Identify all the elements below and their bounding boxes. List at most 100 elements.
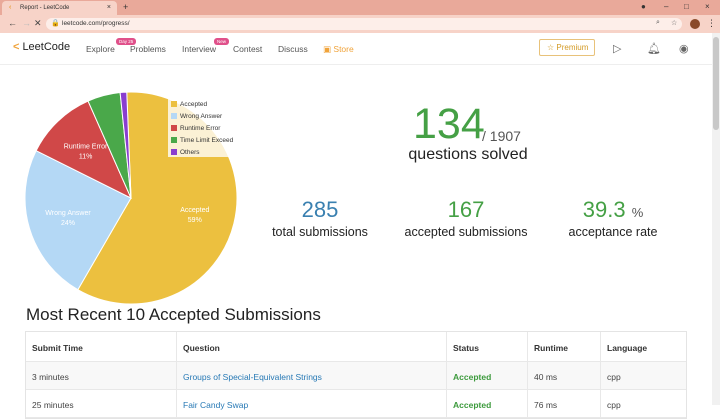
forward-icon[interactable]: →: [22, 18, 31, 28]
recent-submissions-title: Most Recent 10 Accepted Submissions: [26, 305, 321, 324]
browser-tab[interactable]: ‹ Report - LeetCode ×: [2, 1, 117, 15]
pie-slice-label: Runtime Error: [64, 144, 108, 151]
close-window-icon[interactable]: ×: [705, 2, 710, 11]
user-account-icon[interactable]: ◉: [679, 43, 689, 55]
store-icon: ▣: [323, 44, 332, 54]
record-icon[interactable]: ●: [641, 2, 646, 11]
nav-store[interactable]: ▣ Store: [323, 44, 354, 55]
legend-label: Others: [180, 149, 200, 156]
kebab-icon[interactable]: ⋮: [707, 18, 716, 28]
url-text: leetcode.com/progress/: [62, 20, 130, 27]
nav-contest[interactable]: Contest: [233, 44, 263, 54]
column-header[interactable]: Submit Time: [26, 332, 177, 361]
legend-label: Runtime Error: [180, 125, 221, 132]
legend-swatch: [171, 137, 177, 143]
table-header-row: Submit Time Question Status Runtime Lang…: [26, 332, 686, 362]
legend-swatch: [171, 101, 177, 107]
pie-slice-label: Wrong Answer: [45, 210, 91, 217]
status-cell: Accepted: [447, 390, 528, 417]
pie-svg: Accepted 59% Wrong Answer 24% Runtime Error 1…: [24, 91, 238, 305]
acceptance-rate-unit: %: [631, 205, 644, 220]
playground-icon[interactable]: ▷: [613, 43, 622, 55]
legend-item: Time Limit Exceed: [171, 135, 262, 147]
language-cell: cpp: [607, 400, 621, 410]
runtime-cell: 76 ms: [528, 390, 601, 417]
tab-title: Report - LeetCode: [20, 5, 70, 11]
status-link[interactable]: Accepted: [453, 400, 492, 410]
solved-label: questions solved: [408, 146, 528, 163]
pie-legend: Accepted Wrong Answer Runtime Error Time…: [168, 96, 262, 157]
status-link[interactable]: Accepted: [453, 372, 492, 382]
legend-swatch: [171, 113, 177, 119]
nav-problems[interactable]: Problems: [130, 44, 166, 54]
question-cell: Groups of Special-Equivalent Strings: [177, 362, 447, 389]
logo-text: LeetCode: [22, 41, 71, 53]
nav-discuss[interactable]: Discuss: [278, 44, 308, 54]
legend-swatch: [171, 149, 177, 155]
submit-time-cell: 25 minutes: [26, 390, 177, 417]
minimize-icon[interactable]: –: [664, 2, 669, 11]
submit-time-cell: 3 minutes: [26, 362, 177, 389]
leetcode-mark-icon: <: [13, 41, 20, 53]
legend-item: Wrong Answer: [171, 111, 262, 123]
lock-icon: 🔒: [51, 20, 60, 27]
explore-badge: Day 25: [116, 38, 137, 45]
new-tab-icon[interactable]: +: [123, 2, 129, 12]
pie-slice-others[interactable]: [119, 91, 132, 199]
pie-slice-runtime-error[interactable]: [35, 100, 133, 200]
column-header[interactable]: Status: [447, 332, 528, 361]
legend-label: Wrong Answer: [180, 113, 223, 120]
reload-icon[interactable]: ✕: [34, 18, 42, 28]
solved-count: 134: [413, 100, 485, 148]
pie-slice-percent: 24%: [61, 220, 75, 227]
legend-label: Accepted: [180, 101, 208, 108]
star-icon[interactable]: ☆: [671, 20, 678, 27]
page-scrollbar[interactable]: [712, 33, 720, 405]
leetcode-favicon: ‹: [9, 4, 12, 11]
submission-pie-chart: Accepted 59% Wrong Answer 24% Runtime Error 1…: [20, 88, 250, 308]
back-icon[interactable]: ←: [8, 18, 17, 28]
profile-avatar[interactable]: [690, 19, 700, 29]
pie-slice-percent: 59%: [188, 217, 202, 224]
column-header[interactable]: Language: [607, 343, 648, 353]
pie-slice-percent: 11%: [79, 154, 93, 161]
url-field[interactable]: 🔒 leetcode.com/progress/ ⌕ ☆: [46, 18, 682, 30]
pie-slice-wrong-answer[interactable]: [24, 150, 132, 291]
total-submissions-label: total submissions: [272, 225, 368, 239]
acceptance-rate-label: acceptance rate: [568, 225, 658, 239]
legend-item: Runtime Error: [171, 123, 262, 135]
leetcode-logo[interactable]: < LeetCode: [13, 41, 70, 53]
question-link[interactable]: Fair Candy Swap: [183, 400, 249, 410]
interview-badge: New: [214, 38, 230, 45]
legend-swatch: [171, 125, 177, 131]
nav-explore[interactable]: Explore: [86, 44, 115, 54]
pie-slice-label: Accepted: [180, 207, 209, 214]
close-tab-icon[interactable]: ×: [106, 4, 111, 11]
table-row: 25 minutes Fair Candy Swap Accepted 76 m…: [26, 390, 686, 418]
column-header[interactable]: Runtime: [528, 332, 601, 361]
address-bar-row: ← → ✕ 🔒 leetcode.com/progress/ ⌕ ☆: [0, 15, 720, 33]
solved-total: / 1907: [482, 128, 521, 144]
recent-submissions-table: Submit Time Question Status Runtime Lang…: [25, 331, 687, 419]
premium-label: Premium: [556, 43, 589, 52]
runtime-cell: 40 ms: [528, 362, 601, 389]
legend-item: Others: [171, 147, 262, 159]
nav-interview[interactable]: Interview: [182, 44, 217, 54]
acceptance-rate-value: 39.3 %: [563, 197, 663, 223]
legend-label: Time Limit Exceed: [180, 137, 234, 144]
zoom-icon[interactable]: ⌕: [656, 19, 660, 26]
table-row: 3 minutes Groups of Special-Equivalent S…: [26, 362, 686, 390]
legend-item: Accepted: [171, 99, 262, 111]
accepted-submissions-value: 167: [447, 197, 485, 222]
accepted-submissions-label: accepted submissions: [404, 225, 528, 239]
acceptance-rate-number: 39.3: [582, 197, 626, 222]
question-cell: Fair Candy Swap: [177, 390, 447, 417]
scrollbar-thumb[interactable]: [713, 37, 719, 130]
maximize-icon[interactable]: □: [684, 2, 689, 11]
language-cell: cpp: [607, 372, 621, 382]
site-navbar: < LeetCode Explore Day 25 Problems Interv…: [0, 33, 712, 65]
premium-button[interactable]: ☆ Premium: [539, 39, 595, 56]
column-header[interactable]: Question: [177, 332, 447, 361]
notification-bell-icon[interactable]: 🔔︎: [647, 43, 661, 55]
question-link[interactable]: Groups of Special-Equivalent Strings: [183, 372, 322, 382]
